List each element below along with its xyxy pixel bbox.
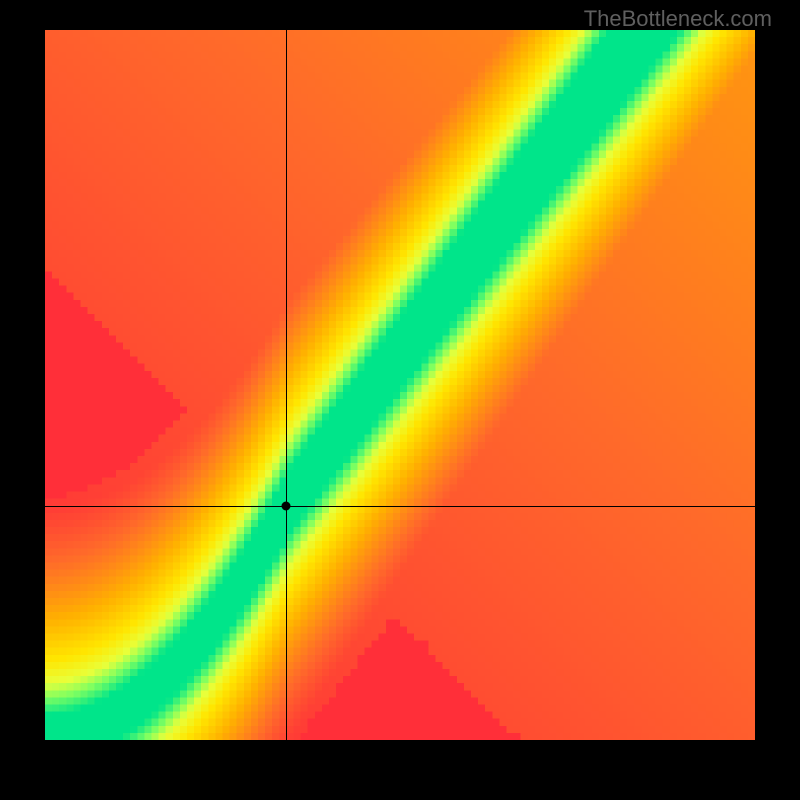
crosshair-horizontal-line — [45, 506, 755, 507]
crosshair-vertical-line — [286, 30, 287, 740]
plot-area — [45, 30, 755, 740]
crosshair-marker — [282, 501, 291, 510]
bottleneck-heatmap — [45, 30, 755, 740]
watermark-text: TheBottleneck.com — [584, 6, 772, 32]
